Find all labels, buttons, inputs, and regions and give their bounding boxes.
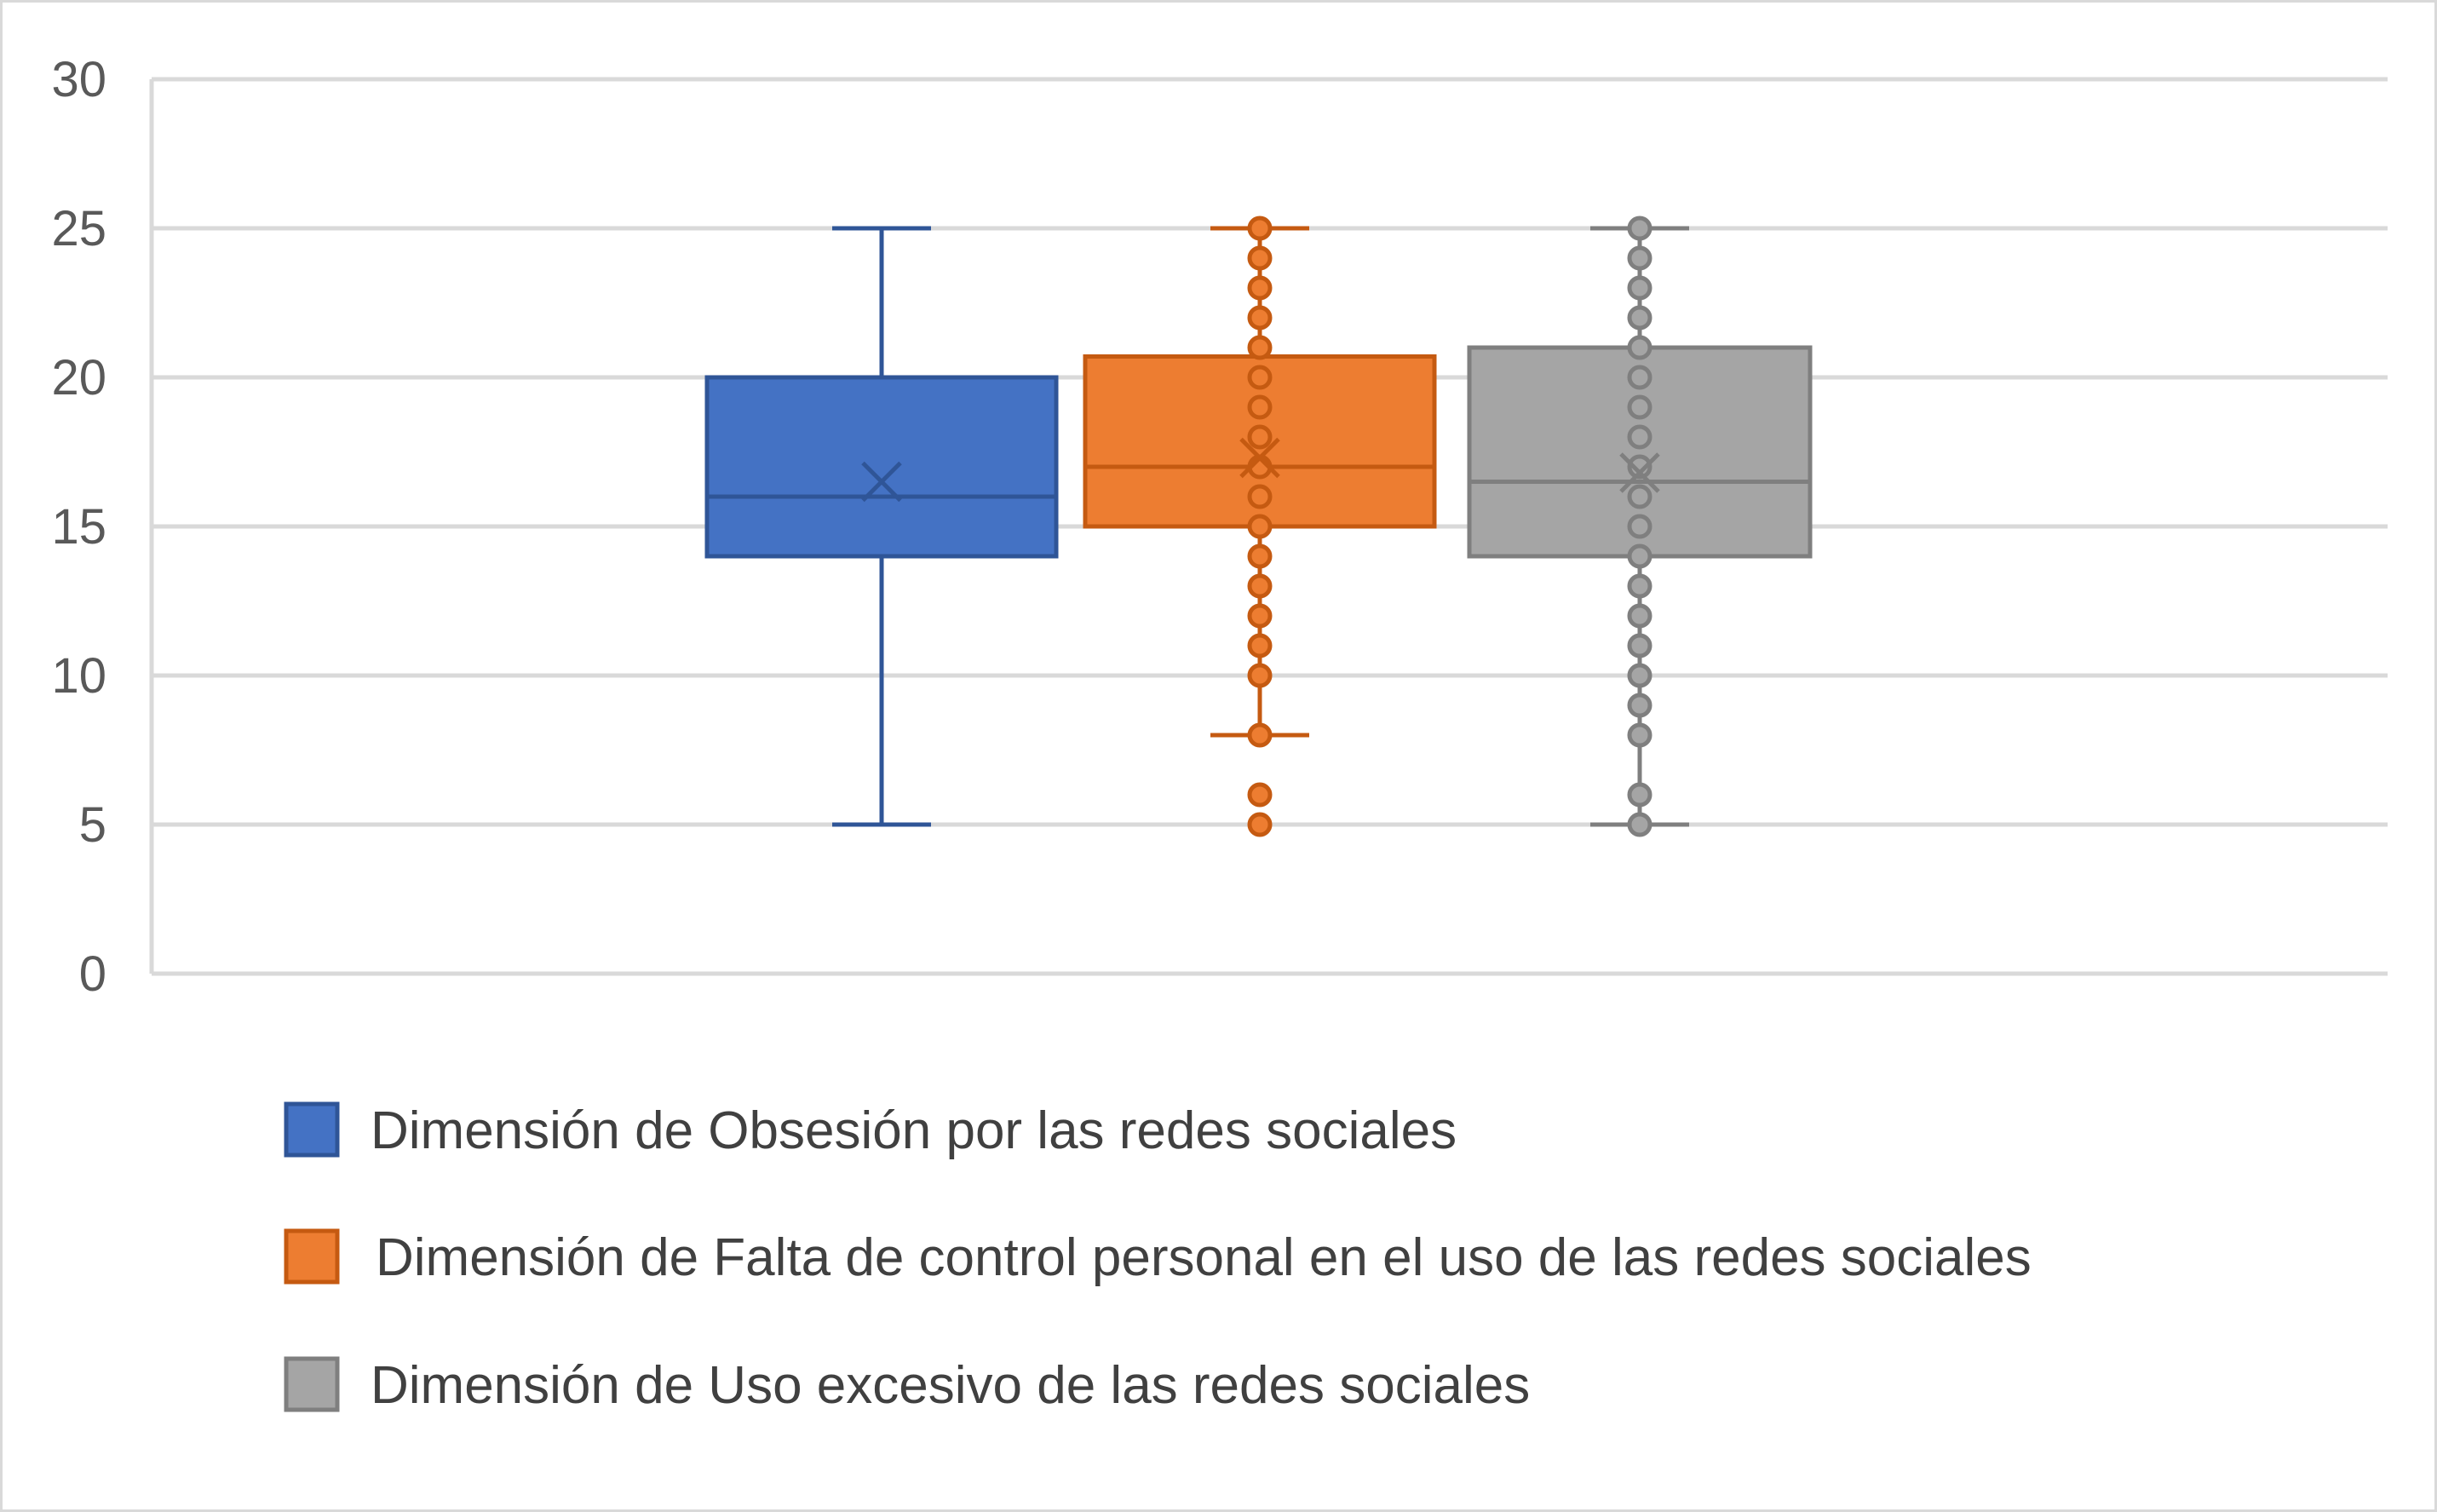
y-tick-label-10: 10 [51, 648, 106, 704]
data-point-2-14 [1247, 365, 1273, 390]
box-series-3 [1467, 216, 1813, 837]
mean-marker-cross-3 [1619, 452, 1660, 493]
legend-label-2: Dimensión de Falta de control personal e… [376, 1228, 2032, 1287]
data-point-2-5 [1247, 633, 1273, 658]
data-point-2-1 [1247, 812, 1273, 837]
data-point-3-20 [1627, 216, 1652, 241]
data-point-3-11 [1627, 484, 1652, 509]
data-point-3-7 [1627, 603, 1652, 629]
data-point-2-17 [1247, 275, 1273, 301]
y-tick-labels: 0 5 10 15 20 25 30 [51, 52, 106, 1002]
legend: Dimensión de Obsesión por las redes soci… [284, 1101, 2032, 1415]
data-point-3-18 [1627, 275, 1652, 301]
box-series-1 [704, 226, 1059, 827]
data-point-3-14 [1627, 394, 1652, 420]
y-tick-label-25: 25 [51, 201, 106, 256]
data-point-3-16 [1627, 335, 1652, 360]
legend-label-1: Dimensión de Obsesión por las redes soci… [371, 1101, 1457, 1160]
data-point-2-19 [1247, 216, 1273, 241]
data-point-2-9 [1247, 514, 1273, 539]
legend-label-3: Dimensión de Uso excesivo de las redes s… [371, 1356, 1530, 1415]
data-point-3-6 [1627, 633, 1652, 658]
box-plot-chart: 0 5 10 15 20 25 30 Dimensión de Obsesión por l… [51, 52, 2388, 1415]
data-point-2-15 [1247, 335, 1273, 360]
y-tick-label-30: 30 [51, 52, 106, 107]
y-tick-label-20: 20 [51, 350, 106, 405]
data-point-2-3 [1247, 722, 1273, 748]
data-point-2-10 [1247, 484, 1273, 509]
legend-swatch-2 [284, 1228, 340, 1285]
data-point-3-19 [1627, 245, 1652, 271]
mean-marker-cross-1 [861, 461, 902, 503]
data-point-3-2 [1627, 782, 1652, 808]
y-tick-label-5: 5 [79, 797, 106, 853]
legend-item-1: Dimensión de Obsesión por las redes soci… [284, 1101, 1457, 1160]
mean-marker-cross-2 [1239, 437, 1280, 479]
legend-item-2: Dimensión de Falta de control personal e… [284, 1228, 2032, 1287]
data-point-2-6 [1247, 603, 1273, 629]
data-point-3-13 [1627, 424, 1652, 450]
data-point-3-15 [1627, 365, 1652, 390]
data-point-2-2 [1247, 782, 1273, 808]
data-point-2-7 [1247, 573, 1273, 599]
y-tick-label-0: 0 [79, 946, 106, 1002]
legend-swatch-3 [284, 1356, 340, 1412]
data-point-3-4 [1627, 693, 1652, 718]
data-point-3-3 [1627, 722, 1652, 748]
data-point-3-12 [1627, 454, 1652, 480]
data-point-2-12 [1247, 424, 1273, 450]
box-1 [704, 375, 1059, 559]
box-series-2 [1083, 216, 1437, 837]
data-point-2-18 [1247, 245, 1273, 271]
legend-item-3: Dimensión de Uso excesivo de las redes s… [284, 1356, 1530, 1415]
data-point-2-4 [1247, 663, 1273, 688]
data-point-3-1 [1627, 812, 1652, 837]
legend-swatch-1 [284, 1101, 340, 1158]
data-point-2-16 [1247, 305, 1273, 331]
y-tick-label-15: 15 [51, 499, 106, 555]
data-point-3-10 [1627, 514, 1652, 539]
data-point-2-8 [1247, 543, 1273, 569]
data-point-3-9 [1627, 543, 1652, 569]
box-series-layer [704, 216, 1813, 837]
data-point-3-8 [1627, 573, 1652, 599]
data-point-3-5 [1627, 663, 1652, 688]
data-point-3-17 [1627, 305, 1652, 331]
data-point-2-13 [1247, 394, 1273, 420]
